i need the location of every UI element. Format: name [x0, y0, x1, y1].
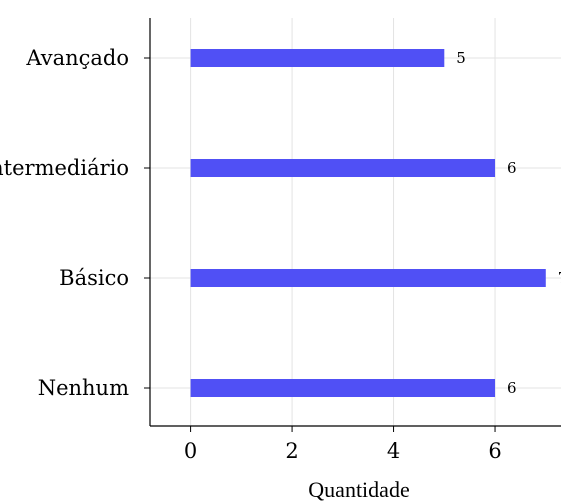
category-label: Avançado: [25, 46, 129, 70]
category-label: Básico: [59, 266, 129, 290]
grid: [150, 18, 561, 426]
bar-value-label: 6: [507, 379, 517, 397]
bar-value-label: 6: [507, 159, 517, 177]
bar-value-label: 7: [558, 269, 561, 287]
bar: [190, 269, 546, 287]
x-axis-title: Quantidade: [308, 477, 409, 502]
category-label: Nenhum: [38, 376, 129, 400]
bar: [190, 159, 496, 177]
x-tick-label: 2: [285, 439, 298, 463]
bar: [190, 379, 496, 397]
x-tick-label: 0: [184, 439, 197, 463]
labels: 5 6 7 6 Avançado Intermediário Básico Nenhum 0 2 4…: [0, 46, 561, 463]
category-label: Intermediário: [0, 156, 129, 180]
bar: [190, 49, 445, 67]
x-tick-label: 6: [488, 439, 501, 463]
bars: [190, 49, 546, 397]
x-tick-label: 4: [387, 439, 400, 463]
bar-value-label: 5: [456, 49, 466, 67]
axes: [144, 18, 561, 432]
